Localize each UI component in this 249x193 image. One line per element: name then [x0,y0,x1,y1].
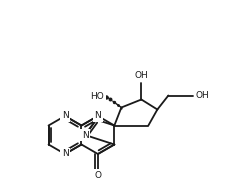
Text: N: N [62,150,68,158]
Text: HO: HO [91,92,104,101]
Text: N: N [62,112,68,120]
Text: O: O [94,171,101,179]
Text: OH: OH [134,71,148,80]
Text: N: N [82,130,88,140]
Text: N: N [95,112,101,120]
Text: OH: OH [195,91,209,100]
